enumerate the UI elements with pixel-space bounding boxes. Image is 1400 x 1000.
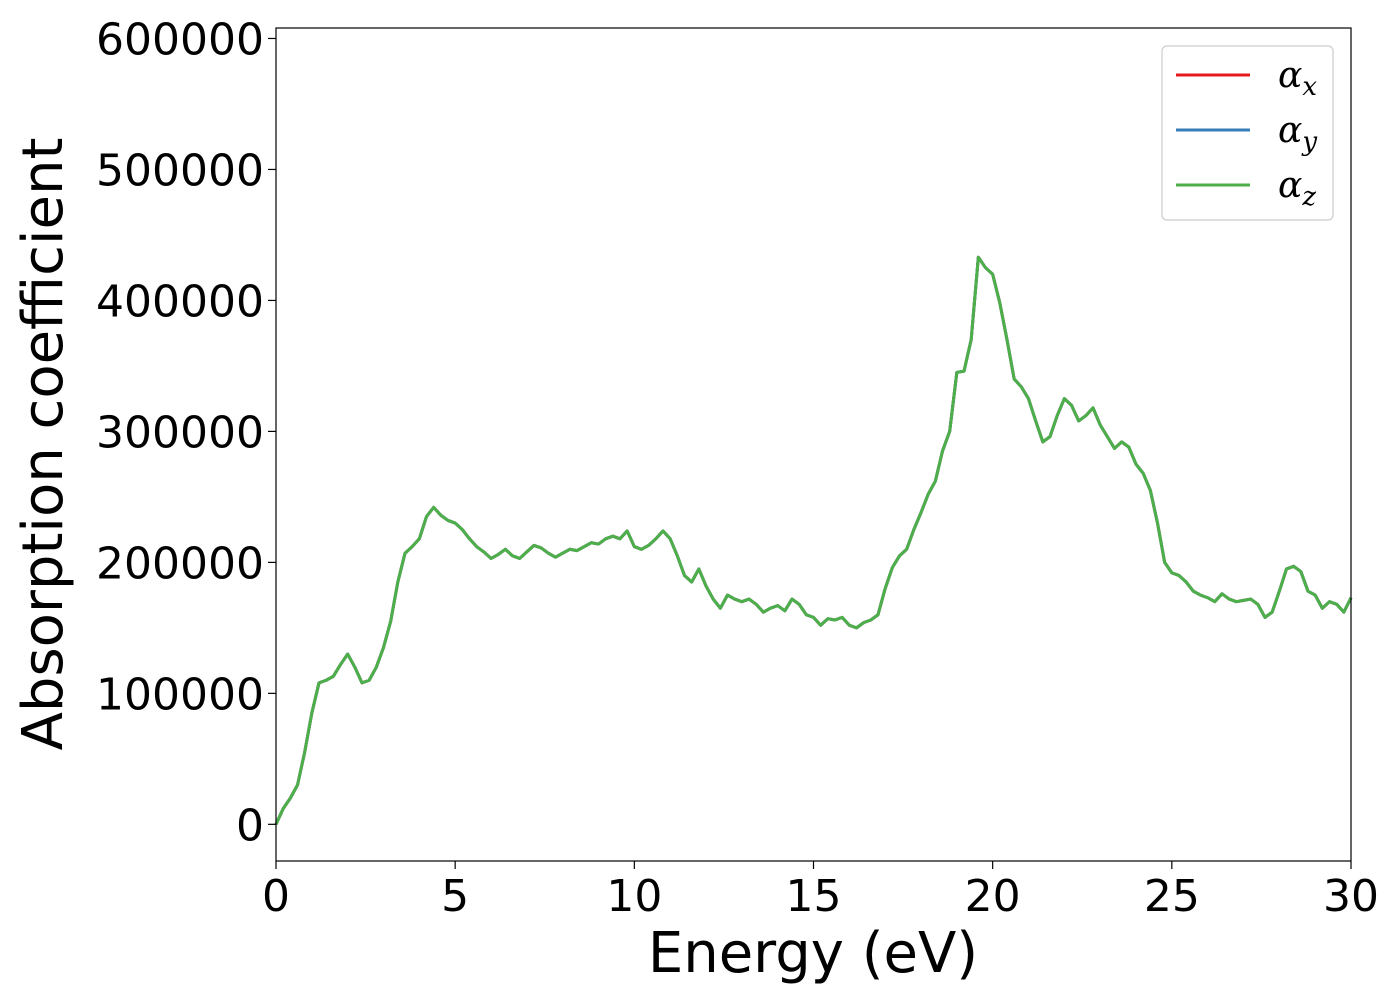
x-tick-label: 20 bbox=[965, 871, 1021, 922]
y-axis-ticks: 0 100000 200000 300000 400000 500000 600000 bbox=[96, 14, 276, 851]
legend-label-alpha-x: αx bbox=[1278, 55, 1317, 102]
y-tick-label: 300000 bbox=[96, 407, 264, 458]
y-axis-title: Absorption coefficient bbox=[11, 138, 76, 751]
x-tick-label: 0 bbox=[262, 871, 290, 922]
y-tick-label: 100000 bbox=[96, 669, 264, 720]
x-tick-label: 10 bbox=[606, 871, 662, 922]
x-tick-label: 5 bbox=[441, 871, 469, 922]
y-tick-label: 400000 bbox=[96, 276, 264, 327]
y-tick-label: 200000 bbox=[96, 538, 264, 589]
legend-label-alpha-y: αy bbox=[1278, 110, 1317, 157]
x-tick-label: 25 bbox=[1144, 871, 1200, 922]
series-line-alpha-z bbox=[274, 255, 1353, 825]
x-axis-ticks: 0 5 10 15 20 25 30 bbox=[262, 861, 1379, 922]
x-axis-title: Energy (eV) bbox=[648, 921, 978, 986]
legend-box bbox=[1161, 45, 1334, 221]
x-tick-label: 30 bbox=[1323, 871, 1379, 922]
y-tick-label: 600000 bbox=[96, 14, 264, 65]
y-tick-label: 500000 bbox=[96, 145, 264, 196]
legend: αx αy αz bbox=[1161, 45, 1334, 221]
legend-label-alpha-z: αz bbox=[1278, 165, 1316, 212]
series-layer bbox=[274, 255, 1353, 825]
x-tick-label: 15 bbox=[786, 871, 842, 922]
y-tick-label: 0 bbox=[236, 800, 264, 851]
